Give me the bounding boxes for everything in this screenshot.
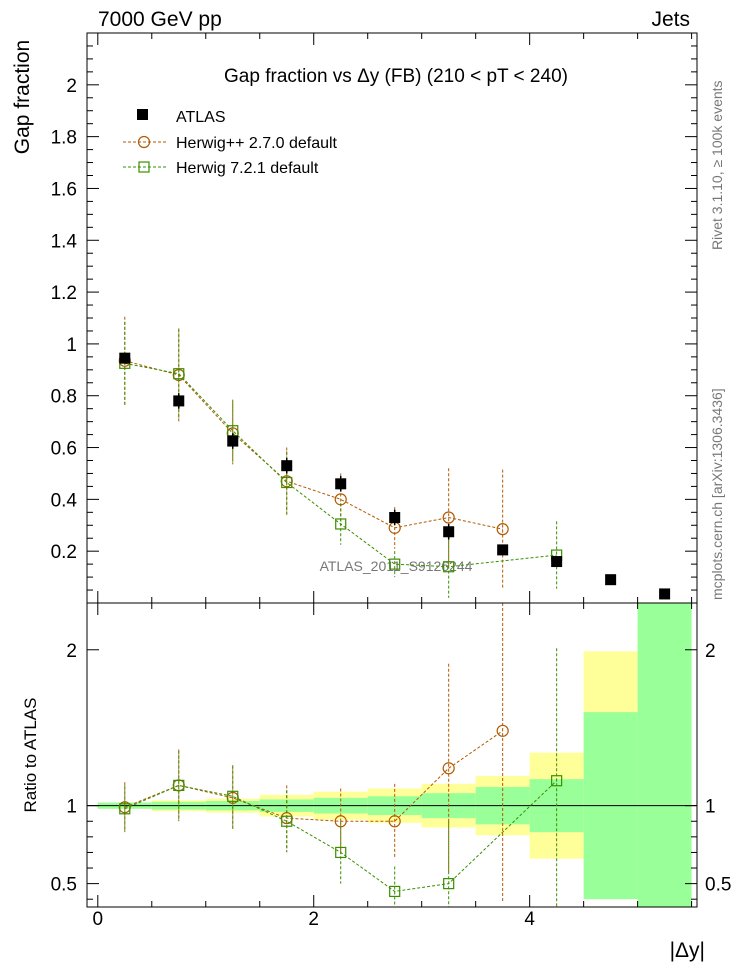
legend: ATLAS Herwig++ 2.7.0 default Herwig 7.2.… (123, 109, 338, 177)
data-point (443, 526, 455, 538)
data-point (389, 512, 401, 523)
y-tick-label: 1.6 (51, 179, 77, 200)
data-point (389, 885, 401, 898)
legend-label-herwig7: Herwig 7.2.1 default (176, 160, 319, 177)
y-tick-label: 0.6 (51, 439, 77, 460)
y-tick-label-right: 1 (705, 797, 716, 818)
data-point (335, 846, 347, 859)
y-tick-label-right: 0.5 (705, 875, 731, 896)
data-point (443, 878, 455, 890)
series-line (124, 360, 503, 530)
series-line (124, 362, 557, 568)
data-point (551, 556, 563, 568)
data-point (173, 368, 185, 380)
data-point (389, 558, 401, 570)
data-point (119, 352, 131, 364)
data-point (335, 478, 347, 490)
data-point (388, 815, 401, 828)
mcplots-label: mcplots.cern.ch [arXiv:1306.3436] (709, 388, 725, 600)
ratio-frame (86, 602, 698, 908)
green-band (637, 603, 692, 907)
header-left: 7000 GeV pp (98, 8, 222, 31)
legend-marker-atlas (137, 109, 148, 120)
legend-marker-herwig7 (138, 161, 150, 173)
data-point (496, 523, 509, 536)
main-ylabel: Gap fraction (11, 40, 34, 154)
ratio-xlabel: |Δy| (670, 939, 705, 962)
data-point (281, 815, 293, 827)
data-point (442, 511, 455, 524)
y-tick-label: 0.4 (51, 490, 78, 511)
y-tick-label: 1 (66, 335, 77, 356)
ratio-series (118, 603, 563, 907)
x-tick-label: 0 (93, 909, 104, 930)
data-point (281, 460, 293, 472)
legend-marker-herwigpp (137, 135, 151, 149)
watermark: ATLAS_2011_S9126244 (320, 558, 473, 574)
data-point (442, 762, 455, 775)
series-line (124, 730, 503, 822)
y-tick-label: 0.8 (51, 387, 77, 408)
y-tick-label: 0.5 (51, 875, 77, 896)
data-point (227, 435, 239, 447)
x-tick-label: 2 (308, 909, 319, 930)
data-point (227, 790, 239, 802)
legend-label-herwigpp: Herwig++ 2.7.0 default (176, 135, 338, 152)
data-point (281, 476, 293, 489)
data-point (173, 779, 185, 792)
y-tick-label: 1.2 (51, 283, 77, 304)
data-point (119, 803, 131, 815)
legend-label-atlas: ATLAS (176, 109, 226, 126)
plot-frames (86, 32, 698, 908)
main-axis-ticks: 0.2 0.4 0.6 0.8 1 1.2 1.4 1.6 1.8 2 (51, 33, 697, 603)
data-point (335, 518, 347, 530)
y-tick-label: 1.8 (51, 128, 77, 149)
header-right: Jets (651, 8, 690, 31)
main-title: Gap fraction vs Δy (FB) (210 < pT < 240) (224, 66, 568, 87)
y-tick-label: 2 (66, 641, 77, 662)
data-point (551, 775, 563, 787)
y-tick-label: 0.2 (51, 542, 77, 563)
y-tick-label-right: 2 (705, 641, 716, 662)
data-point (443, 561, 455, 573)
x-tick-label: 4 (524, 909, 535, 930)
data-point (497, 544, 509, 556)
main-series (118, 316, 671, 600)
rivet-label: Rivet 3.1.10, ≥ 100k events (709, 80, 725, 250)
data-point (605, 574, 617, 586)
y-tick-label: 1.4 (51, 231, 78, 252)
series-line (124, 780, 557, 892)
data-point (659, 588, 671, 600)
ratio-axis-ticks: 0 2 4 0.5 0.5 1 1 2 2 (51, 603, 731, 930)
data-point (496, 724, 509, 737)
y-tick-label: 1 (66, 797, 77, 818)
data-point (173, 395, 185, 407)
ratio-ylabel: Ratio to ATLAS (21, 698, 40, 813)
y-tick-label: 2 (66, 76, 77, 97)
